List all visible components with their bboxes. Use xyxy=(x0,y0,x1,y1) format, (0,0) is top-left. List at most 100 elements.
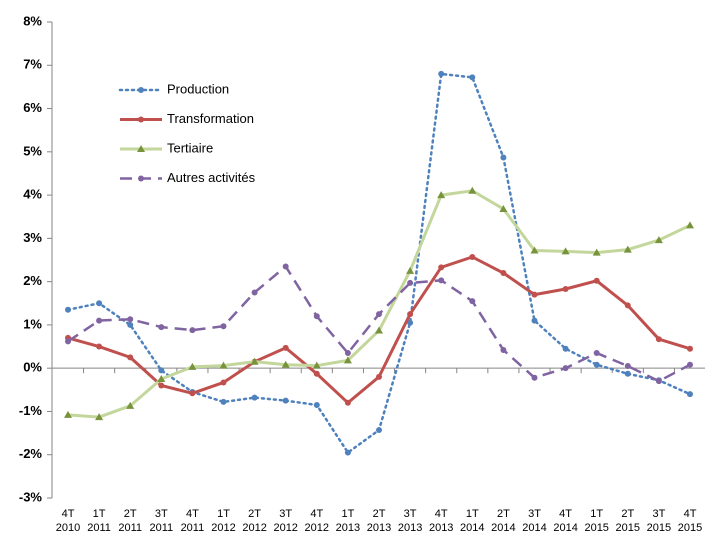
marker xyxy=(624,363,631,370)
marker xyxy=(344,449,351,456)
legend-label: Production xyxy=(167,81,229,96)
x-tick-label: 2012 xyxy=(242,522,266,534)
marker xyxy=(281,360,290,368)
x-tick-label: 2012 xyxy=(211,522,235,534)
x-tick-label: 2011 xyxy=(149,522,173,534)
marker xyxy=(282,397,289,404)
marker xyxy=(127,321,134,328)
marker xyxy=(95,413,104,421)
marker xyxy=(654,236,663,244)
y-tick-label: -2% xyxy=(19,446,43,461)
marker xyxy=(561,247,570,255)
marker xyxy=(189,327,196,334)
marker xyxy=(138,116,144,123)
marker xyxy=(344,350,351,357)
x-tick-label: 4T xyxy=(684,508,697,520)
marker xyxy=(220,323,227,330)
y-tick-label: 8% xyxy=(23,13,42,28)
x-tick-label: 2010 xyxy=(56,522,80,534)
marker xyxy=(687,361,693,368)
x-tick-label: 2013 xyxy=(398,522,422,534)
y-tick-label: 6% xyxy=(23,100,42,115)
x-tick-label: 1T xyxy=(341,508,354,520)
marker xyxy=(437,191,446,199)
x-tick-label: 4T xyxy=(186,508,199,520)
x-tick-label: 1T xyxy=(217,508,230,520)
marker xyxy=(562,365,569,372)
marker xyxy=(624,302,631,309)
marker xyxy=(438,277,445,284)
legend-label: Tertiaire xyxy=(167,140,213,155)
marker xyxy=(127,316,134,323)
marker xyxy=(251,394,258,401)
marker xyxy=(188,362,197,370)
x-tick-label: 2014 xyxy=(460,522,484,534)
marker xyxy=(469,74,476,81)
x-tick-label: 2011 xyxy=(181,522,205,534)
legend-label: Autres activités xyxy=(167,170,256,185)
marker xyxy=(469,298,476,305)
x-tick-label: 2012 xyxy=(273,522,297,534)
marker xyxy=(251,289,258,296)
x-tick-label: 2T xyxy=(373,508,386,520)
x-tick-label: 2015 xyxy=(584,522,608,534)
marker xyxy=(220,379,227,386)
x-tick-label: 3T xyxy=(155,508,168,520)
marker xyxy=(407,279,414,286)
marker xyxy=(220,398,227,405)
marker xyxy=(313,401,320,408)
marker xyxy=(96,300,103,307)
marker xyxy=(158,367,165,374)
marker xyxy=(438,264,445,271)
marker xyxy=(219,361,228,369)
marker xyxy=(531,291,538,298)
y-tick-label: 3% xyxy=(23,230,42,245)
y-tick-label: 5% xyxy=(23,143,42,158)
marker xyxy=(562,345,569,352)
marker xyxy=(65,338,71,345)
marker xyxy=(468,186,477,194)
marker xyxy=(623,245,632,253)
marker xyxy=(375,326,383,334)
x-tick-label: 3T xyxy=(528,508,541,520)
marker xyxy=(531,374,538,381)
x-tick-label: 4T xyxy=(435,508,448,520)
marker xyxy=(500,347,507,354)
series-line xyxy=(66,72,692,455)
x-tick-label: 2013 xyxy=(429,522,453,534)
x-tick-label: 4T xyxy=(62,508,75,520)
marker xyxy=(96,343,103,350)
y-tick-label: 0% xyxy=(23,360,42,375)
marker xyxy=(531,317,538,324)
marker xyxy=(593,361,600,368)
marker xyxy=(592,248,601,256)
marker xyxy=(312,361,321,369)
x-tick-label: 3T xyxy=(279,508,292,520)
x-tick-label: 2015 xyxy=(678,522,702,534)
marker xyxy=(157,375,166,382)
marker xyxy=(376,373,382,380)
marker xyxy=(593,277,600,284)
marker xyxy=(96,317,103,324)
x-tick-label: 2014 xyxy=(522,522,546,534)
x-tick-label: 2011 xyxy=(87,522,111,534)
x-tick-label: 2T xyxy=(124,508,137,520)
marker xyxy=(686,221,694,229)
y-tick-label: 7% xyxy=(23,57,42,72)
marker xyxy=(406,266,415,274)
x-tick-label: 2T xyxy=(248,508,261,520)
y-tick-label: -1% xyxy=(19,403,43,418)
x-tick-label: 2014 xyxy=(553,522,577,534)
x-tick-label: 2013 xyxy=(336,522,360,534)
x-tick-label: 2T xyxy=(621,508,634,520)
marker xyxy=(343,356,352,364)
y-tick-label: 2% xyxy=(23,273,42,288)
y-tick-label: 1% xyxy=(23,316,42,331)
marker xyxy=(313,370,320,377)
x-tick-label: 2011 xyxy=(118,522,142,534)
marker xyxy=(687,345,693,352)
y-tick-label: 4% xyxy=(23,187,42,202)
x-tick-label: 3T xyxy=(404,508,417,520)
marker xyxy=(376,427,382,434)
